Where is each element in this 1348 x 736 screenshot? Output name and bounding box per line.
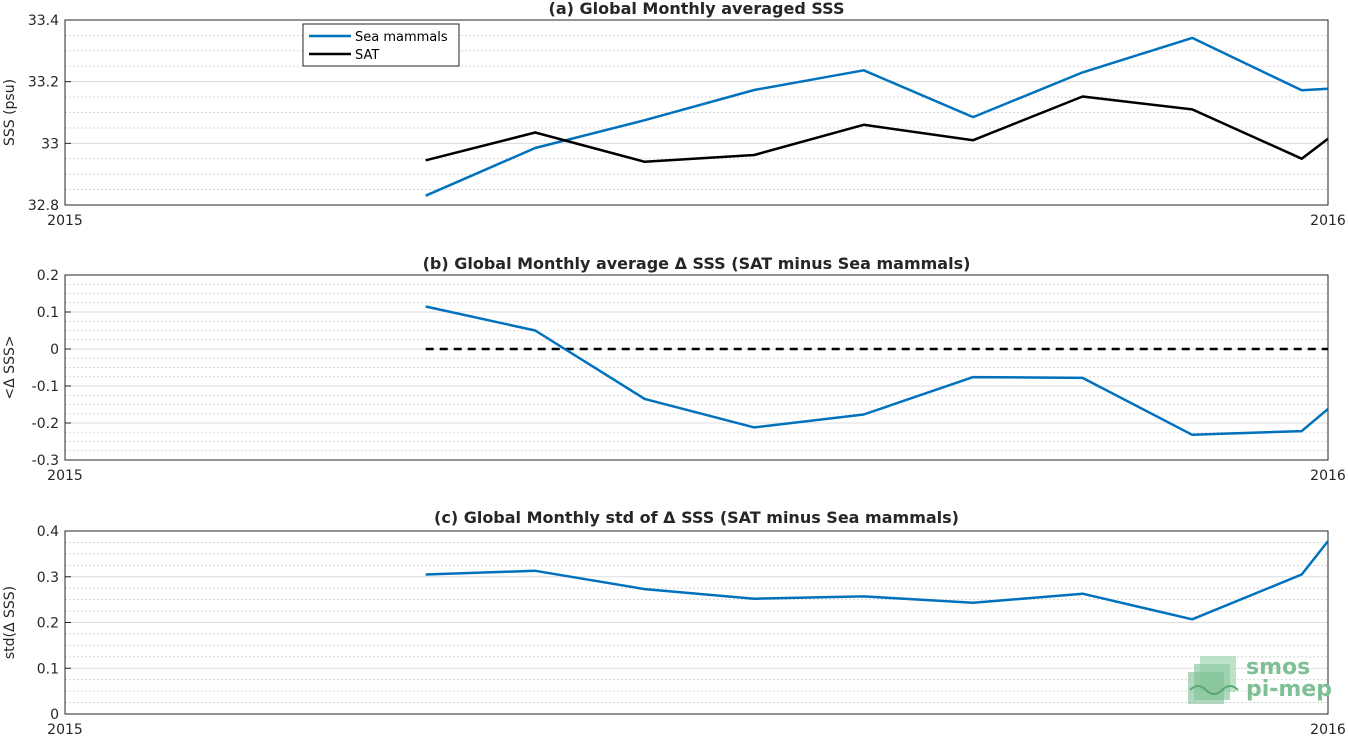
y-axis-label: std(Δ SSS) xyxy=(2,586,18,659)
chart-panel-2: -0.3 -0.2 -0.1 0 0.1 0.2 2015 2016 (b) Global Mo… xyxy=(2,254,1346,484)
logo-mark-icon xyxy=(1188,656,1239,704)
legend-label: SAT xyxy=(355,48,379,63)
plot-frame xyxy=(64,274,1329,461)
y-tick-label: 0.1 xyxy=(37,661,59,677)
series-line-sea-mammals xyxy=(425,36,1329,197)
legend-box xyxy=(302,23,460,67)
y-tick-label: 0 xyxy=(50,707,59,723)
y-tick-label: 32.8 xyxy=(28,198,59,214)
y-axis-label: <Δ SSS> xyxy=(2,335,18,399)
y-tick-label: 0.1 xyxy=(37,305,59,321)
chart-title: (a) Global Monthly averaged SSS xyxy=(549,0,845,18)
x-tick-label: 2015 xyxy=(47,213,83,229)
plot-frame xyxy=(64,19,1329,206)
y-tick-label: 0.3 xyxy=(37,570,59,586)
x-tick-label: 2015 xyxy=(47,722,83,736)
y-tick-label: 33.4 xyxy=(28,13,59,29)
y-axis-label: SSS (psu) xyxy=(2,79,18,146)
y-tick-label: 0.4 xyxy=(37,524,59,540)
y-tick-label: 33 xyxy=(41,136,59,152)
x-tick-label: 2016 xyxy=(1310,722,1346,736)
chart-title: (c) Global Monthly std of Δ SSS (SAT min… xyxy=(434,508,959,527)
y-tick-label: 0 xyxy=(50,342,59,358)
legend-label: Sea mammals xyxy=(355,30,448,45)
y-tick-label: 0.2 xyxy=(37,616,59,632)
chart-panel-1: 32.8 33 33.2 33.4 2015 2016 (a) Global Monthly… xyxy=(2,0,1346,229)
y-tick-label: 33.2 xyxy=(28,75,59,91)
x-tick-label: 2016 xyxy=(1310,468,1346,484)
y-tick-label: -0.3 xyxy=(32,453,59,469)
plot-frame xyxy=(64,530,1329,715)
y-tick-label: -0.2 xyxy=(32,416,59,432)
logo-line1: smos xyxy=(1246,655,1310,680)
logo-line2: pi-mep xyxy=(1246,677,1332,702)
y-tick-label: 0.2 xyxy=(37,268,59,284)
legend: Sea mammals SAT xyxy=(302,23,460,67)
x-tick-label: 2016 xyxy=(1310,213,1346,229)
x-tick-label: 2015 xyxy=(47,468,83,484)
series-line-series-1 xyxy=(425,540,1329,621)
series-line-sat xyxy=(425,95,1329,164)
y-tick-label: -0.1 xyxy=(32,379,59,395)
smos-pimep-logo: smos pi-mep xyxy=(1188,655,1332,704)
chart-panel-3: 0 0.1 0.2 0.3 0.4 2015 2016 (c) Global Monthly … xyxy=(2,508,1346,736)
chart-title: (b) Global Monthly average Δ SSS (SAT mi… xyxy=(423,254,971,273)
series-line-series-1 xyxy=(425,305,1329,437)
